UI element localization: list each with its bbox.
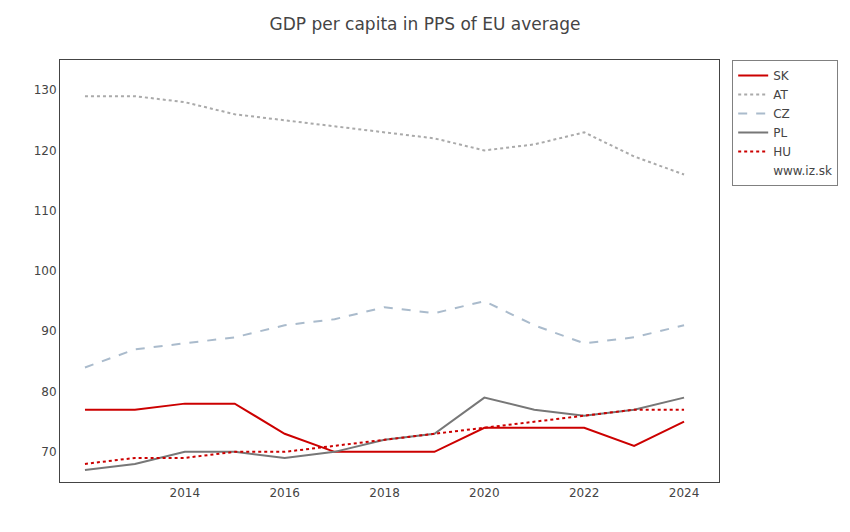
svg-text:PL: PL: [773, 126, 787, 140]
svg-text:2016: 2016: [269, 486, 300, 500]
svg-text:2024: 2024: [669, 486, 700, 500]
svg-text:2014: 2014: [170, 486, 201, 500]
svg-text:SK: SK: [773, 69, 790, 83]
svg-text:www.iz.sk: www.iz.sk: [773, 164, 832, 178]
svg-text:CZ: CZ: [773, 107, 790, 121]
svg-text:2018: 2018: [369, 486, 400, 500]
svg-text:HU: HU: [773, 145, 791, 159]
svg-text:90: 90: [41, 324, 56, 338]
svg-text:130: 130: [34, 83, 57, 97]
svg-text:70: 70: [41, 445, 56, 459]
svg-text:2022: 2022: [569, 486, 600, 500]
svg-text:2020: 2020: [469, 486, 500, 500]
svg-text:120: 120: [34, 144, 57, 158]
svg-text:110: 110: [34, 204, 57, 218]
svg-text:80: 80: [41, 385, 56, 399]
svg-text:AT: AT: [773, 88, 788, 102]
svg-text:GDP per capita in PPS of EU av: GDP per capita in PPS of EU average: [270, 14, 581, 34]
svg-text:100: 100: [34, 264, 57, 278]
